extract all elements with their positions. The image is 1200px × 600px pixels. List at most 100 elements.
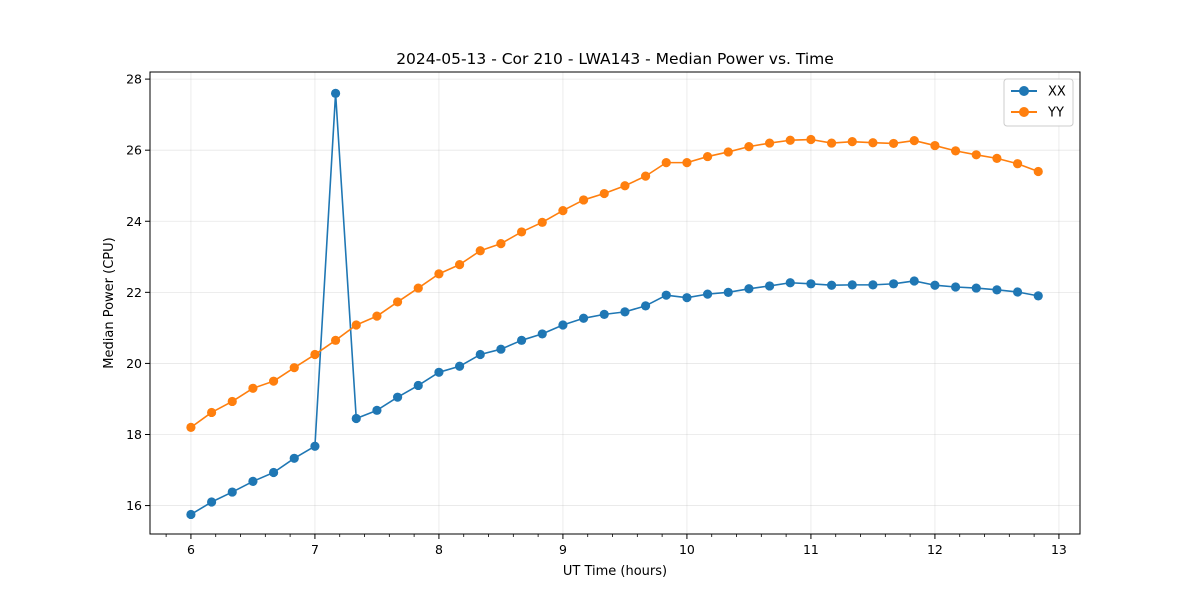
series-xx-point [392, 392, 403, 402]
x-tick-label: 12 [927, 542, 943, 557]
series-xx-point [475, 349, 485, 360]
series-xx-point [227, 487, 237, 497]
series-yy-point [392, 297, 403, 307]
series-yy-point [640, 171, 651, 181]
series-yy-point [206, 407, 217, 418]
y-tick-label: 24 [126, 214, 142, 229]
y-tick-label: 28 [126, 72, 142, 87]
series-xx-point [806, 279, 816, 289]
series-yy-point [248, 383, 258, 393]
series-yy-point [992, 153, 1002, 163]
series-yy-point [723, 147, 733, 157]
series-yy-point [702, 151, 713, 162]
series-xx-point [785, 278, 795, 288]
series-yy-point [806, 134, 816, 145]
series-xx-point [702, 289, 713, 299]
x-axis-ticks: 6 7 8 9 10 11 12 13 [165, 534, 1067, 557]
series-yy-point [785, 135, 795, 145]
y-tick-label: 16 [126, 498, 142, 513]
series-xx-point [248, 476, 258, 486]
legend-yy-marker [1019, 107, 1029, 117]
y-tick-label: 18 [126, 427, 142, 442]
series-yy-point [351, 320, 361, 330]
series-yy-point [434, 269, 444, 279]
series-xx-point [206, 497, 217, 507]
y-tick-label: 22 [126, 285, 142, 300]
series-yy-point [971, 150, 981, 160]
series-yy-point [1012, 159, 1023, 169]
series-yy-point [847, 137, 857, 147]
series-yy-point [475, 246, 485, 256]
series-xx-point [868, 280, 878, 290]
series-yy-point [1033, 166, 1043, 177]
series-yy-point [826, 138, 837, 148]
series-xx-point [1012, 287, 1023, 297]
series-yy-point [516, 227, 527, 237]
series-xx-point [413, 380, 423, 391]
series-xx-point [310, 441, 320, 451]
series-xx-point [186, 509, 196, 520]
series-xx-point [971, 283, 981, 293]
series-xx-point [289, 453, 299, 463]
x-axis-label: UT Time (hours) [563, 564, 667, 579]
series-xx-point [682, 293, 692, 303]
x-tick-label: 6 [187, 542, 195, 557]
series-xx-point [330, 88, 341, 98]
y-axis-label: Median Power (CPU) [102, 237, 117, 368]
series-xx-point [950, 282, 961, 292]
grid [150, 72, 1080, 534]
series-xx-point [516, 335, 527, 345]
series-yy-point [661, 158, 671, 168]
series-yy-point [950, 146, 961, 156]
x-tick-label: 13 [1051, 542, 1067, 557]
series-xx-point [1033, 291, 1043, 301]
series-yy-point [496, 239, 506, 249]
series-xx-point [599, 309, 609, 319]
series-xx-point [764, 281, 775, 291]
series-yy-point [186, 422, 196, 432]
series-xx-point [454, 361, 465, 371]
series-yy-point [682, 158, 692, 168]
y-tick-label: 20 [126, 356, 142, 371]
x-tick-label: 9 [559, 542, 567, 557]
series-yy-point [764, 138, 775, 148]
series-yy-point [413, 283, 423, 293]
series-xx-point [558, 320, 568, 330]
x-tick-label: 8 [435, 542, 443, 557]
series-yy-point [454, 260, 465, 270]
series-yy-point [372, 311, 382, 321]
series-xx-point [661, 290, 671, 300]
series-xx-point [992, 285, 1002, 295]
series-xx-point [578, 313, 589, 323]
series-xx-point [351, 413, 361, 424]
series-yy-point [310, 349, 320, 360]
series-layer [186, 88, 1043, 520]
series-xx-point [930, 280, 940, 290]
series-xx-point [372, 405, 382, 415]
series-xx-point [640, 301, 651, 311]
legend-yy-label: YY [1047, 106, 1064, 121]
legend-xx-label: XX [1048, 85, 1066, 100]
series-yy-point [620, 181, 630, 191]
series-yy-point [888, 138, 899, 149]
series-xx-point [268, 467, 279, 478]
series-yy-point [537, 217, 547, 227]
series-yy-point [930, 140, 940, 151]
series-xx-point [826, 280, 837, 290]
series-yy-point [578, 195, 589, 205]
x-tick-label: 11 [803, 542, 819, 557]
y-axis-ticks: 16 18 20 22 24 26 28 [126, 72, 150, 513]
x-tick-label: 10 [679, 542, 695, 557]
chart-title: 2024-05-13 - Cor 210 - LWA143 - Median P… [396, 50, 834, 68]
series-xx-point [847, 280, 857, 290]
series-xx-point [744, 284, 754, 294]
series-xx-point [496, 344, 506, 354]
series-yy-point [868, 138, 878, 148]
y-tick-label: 26 [126, 143, 142, 158]
series-yy-point [289, 363, 299, 373]
series-xx-point [723, 287, 733, 297]
series-yy-point [558, 206, 568, 216]
